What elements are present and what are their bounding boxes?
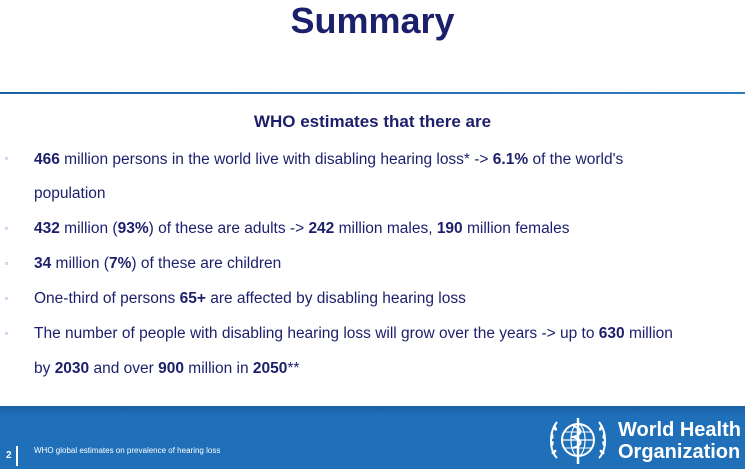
value-2050: 2050 — [252, 360, 288, 377]
text-fragment: ) of these are children — [131, 255, 282, 272]
value-466: 466 — [34, 151, 60, 168]
value-630: 630 — [598, 325, 625, 342]
text-fragment: million in — [183, 360, 253, 377]
value-93-percent: 93% — [117, 220, 149, 237]
value-6-1-percent: 6.1% — [492, 151, 529, 168]
text-fragment: million males, — [334, 220, 437, 237]
footer-gradient — [0, 406, 745, 416]
value-432: 432 — [34, 220, 60, 237]
text-fragment: of the world's — [528, 151, 624, 168]
text-fragment: million females — [462, 220, 570, 237]
slide-subtitle: WHO estimates that there are — [253, 112, 492, 131]
text-fragment: ** — [287, 360, 300, 377]
value-7-percent: 7% — [108, 255, 132, 272]
who-wordmark: World Health Organization — [618, 419, 741, 463]
text-fragment: by — [34, 360, 55, 377]
bullet-text-3: 34 million (7%) of these are children — [34, 255, 281, 273]
value-34: 34 — [34, 255, 52, 272]
footer-source: WHO global estimates on prevalence of he… — [34, 446, 221, 455]
square-bullet-icon: ▫ — [5, 224, 8, 233]
footer-bar: 2 WHO global estimates on prevalence of … — [0, 406, 745, 469]
text-fragment: and over — [89, 360, 159, 377]
text-fragment: million — [624, 325, 673, 342]
who-emblem-icon — [550, 418, 606, 464]
bullet-text-1: 466 million persons in the world live wi… — [34, 151, 623, 169]
bullet-text-5-cont: by 2030 and over 900 million in 2050** — [34, 360, 299, 378]
value-190: 190 — [436, 220, 463, 237]
text-fragment: million persons in the world live with d… — [59, 151, 493, 168]
bullet-text-2: 432 million (93%) of these are adults ->… — [34, 220, 570, 238]
value-65-plus: 65+ — [179, 290, 206, 307]
square-bullet-icon: ▫ — [5, 294, 8, 303]
bullet-text-5: The number of people with disabling hear… — [34, 325, 673, 343]
square-bullet-icon: ▫ — [5, 329, 8, 338]
bullet-text-1-cont: population — [34, 185, 106, 203]
slide-title: Summary — [290, 0, 455, 41]
text-fragment: million ( — [59, 220, 118, 237]
bullet-text-4: One-third of persons 65+ are affected by… — [34, 290, 466, 308]
value-242: 242 — [308, 220, 335, 237]
square-bullet-icon: ▫ — [5, 154, 8, 163]
text-fragment: population — [34, 185, 106, 202]
text-fragment: The number of people with disabling hear… — [34, 325, 599, 342]
square-bullet-icon: ▫ — [5, 259, 8, 268]
text-fragment: ) of these are adults -> — [148, 220, 309, 237]
who-wordmark-line2: Organization — [618, 441, 741, 463]
who-wordmark-line1: World Health — [618, 419, 741, 441]
slide-number: 2 — [6, 450, 12, 461]
text-fragment: million ( — [51, 255, 109, 272]
text-fragment: One-third of persons — [34, 290, 180, 307]
slide-number-divider — [16, 446, 18, 466]
value-2030: 2030 — [54, 360, 90, 377]
title-divider — [0, 92, 745, 94]
text-fragment: are affected by disabling hearing loss — [205, 290, 466, 307]
value-900: 900 — [158, 360, 184, 377]
